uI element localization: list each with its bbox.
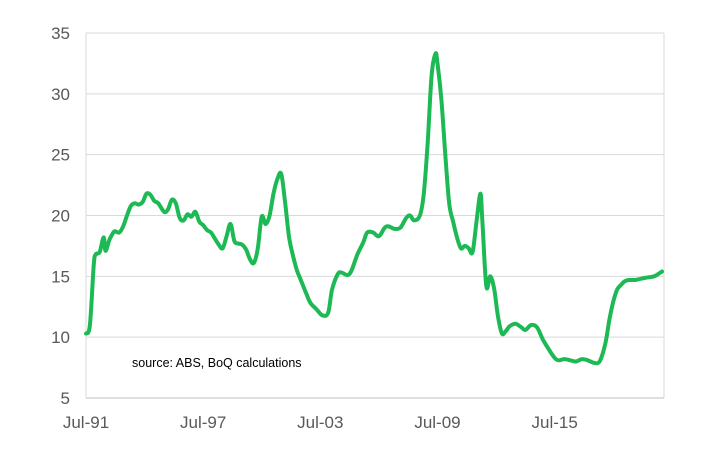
y-tick-label: 10 bbox=[51, 328, 70, 347]
series-layer bbox=[84, 51, 664, 366]
x-axis-ticks: Jul-91 Jul-97 Jul-03 Jul-09 Jul-15 bbox=[63, 413, 578, 432]
series-line bbox=[84, 51, 664, 366]
axes bbox=[85, 32, 665, 399]
y-tick-label: 20 bbox=[51, 207, 70, 226]
x-tick-label: Jul-15 bbox=[531, 413, 577, 432]
x-tick-label: Jul-91 bbox=[63, 413, 109, 432]
y-tick-label: 15 bbox=[51, 267, 70, 286]
x-tick-label: Jul-97 bbox=[180, 413, 226, 432]
x-tick-label: Jul-09 bbox=[414, 413, 460, 432]
source-note: source: ABS, BoQ calculations bbox=[132, 356, 302, 370]
y-tick-label: 25 bbox=[51, 146, 70, 165]
x-tick-label: Jul-03 bbox=[297, 413, 343, 432]
gridlines bbox=[86, 32, 664, 338]
y-tick-label: 35 bbox=[51, 24, 70, 43]
y-tick-label: 5 bbox=[61, 389, 70, 408]
y-tick-label: 30 bbox=[51, 85, 70, 104]
y-axis-ticks: 5 10 15 20 25 30 35 bbox=[51, 24, 70, 408]
